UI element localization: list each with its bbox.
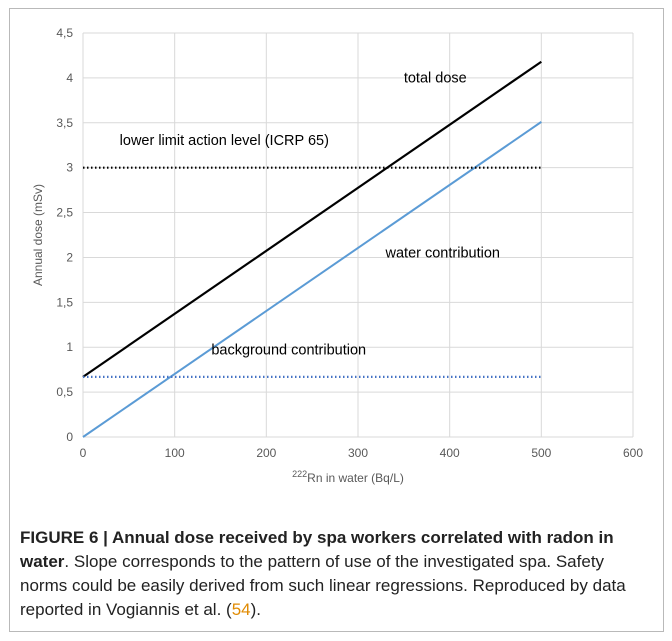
y-tick-label: 3,5	[56, 116, 73, 130]
caption-lead: FIGURE 6 | Annual dose received by spa w…	[20, 528, 614, 571]
y-tick-label: 0,5	[56, 385, 73, 399]
x-tick-labels: 0 100 200 300 400 500 600	[80, 446, 644, 460]
chart-annotation: total dose	[404, 70, 467, 86]
series-lines	[82, 60, 542, 438]
chart-annotation: lower limit action level (ICRP 65)	[120, 133, 329, 149]
x-tick-label: 200	[256, 446, 276, 460]
annotations: total dose lower limit action level (ICRP…	[120, 70, 500, 358]
chart-annotation: background contribution	[211, 342, 366, 358]
series-line	[82, 121, 542, 438]
x-axis-title-main: Rn in water (Bq/L)	[307, 471, 404, 485]
series-line	[82, 60, 542, 378]
caption-tail: ).	[250, 600, 261, 619]
y-tick-labels: 0 0,5 1 1,5 2 2,5 3 3,5 4 4,5	[56, 26, 73, 444]
x-axis-title-superscript: 222	[292, 469, 307, 479]
x-tick-label: 100	[165, 446, 185, 460]
y-axis-title: Annual dose (mSv)	[31, 184, 45, 286]
y-tick-label: 0	[66, 430, 73, 444]
y-tick-label: 3	[66, 161, 73, 175]
figure-frame	[9, 8, 664, 632]
y-tick-label: 2	[66, 250, 73, 264]
gridlines	[82, 32, 634, 438]
x-tick-label: 400	[440, 446, 460, 460]
chart-annotation: water contribution	[385, 245, 500, 261]
caption-reference-link[interactable]: 54	[231, 600, 251, 619]
y-tick-label: 2,5	[56, 206, 73, 220]
y-tick-label: 1	[66, 340, 73, 354]
x-axis-title: 222Rn in water (Bq/L)	[292, 469, 404, 485]
y-tick-label: 4,5	[56, 26, 73, 40]
x-tick-label: 600	[623, 446, 643, 460]
y-tick-label: 1,5	[56, 295, 73, 309]
x-tick-label: 0	[80, 446, 87, 460]
y-tick-label: 4	[66, 71, 73, 85]
x-tick-label: 300	[348, 446, 368, 460]
dose-chart: 0 0,5 1 1,5 2 2,5 3 3,5 4 4,5 0 100 200 300 400 500 600…	[31, 26, 644, 485]
caption-body: . Slope corresponds to the pattern of us…	[20, 552, 626, 619]
x-tick-label: 500	[531, 446, 551, 460]
figure-caption: FIGURE 6 | Annual dose received by spa w…	[20, 526, 650, 622]
